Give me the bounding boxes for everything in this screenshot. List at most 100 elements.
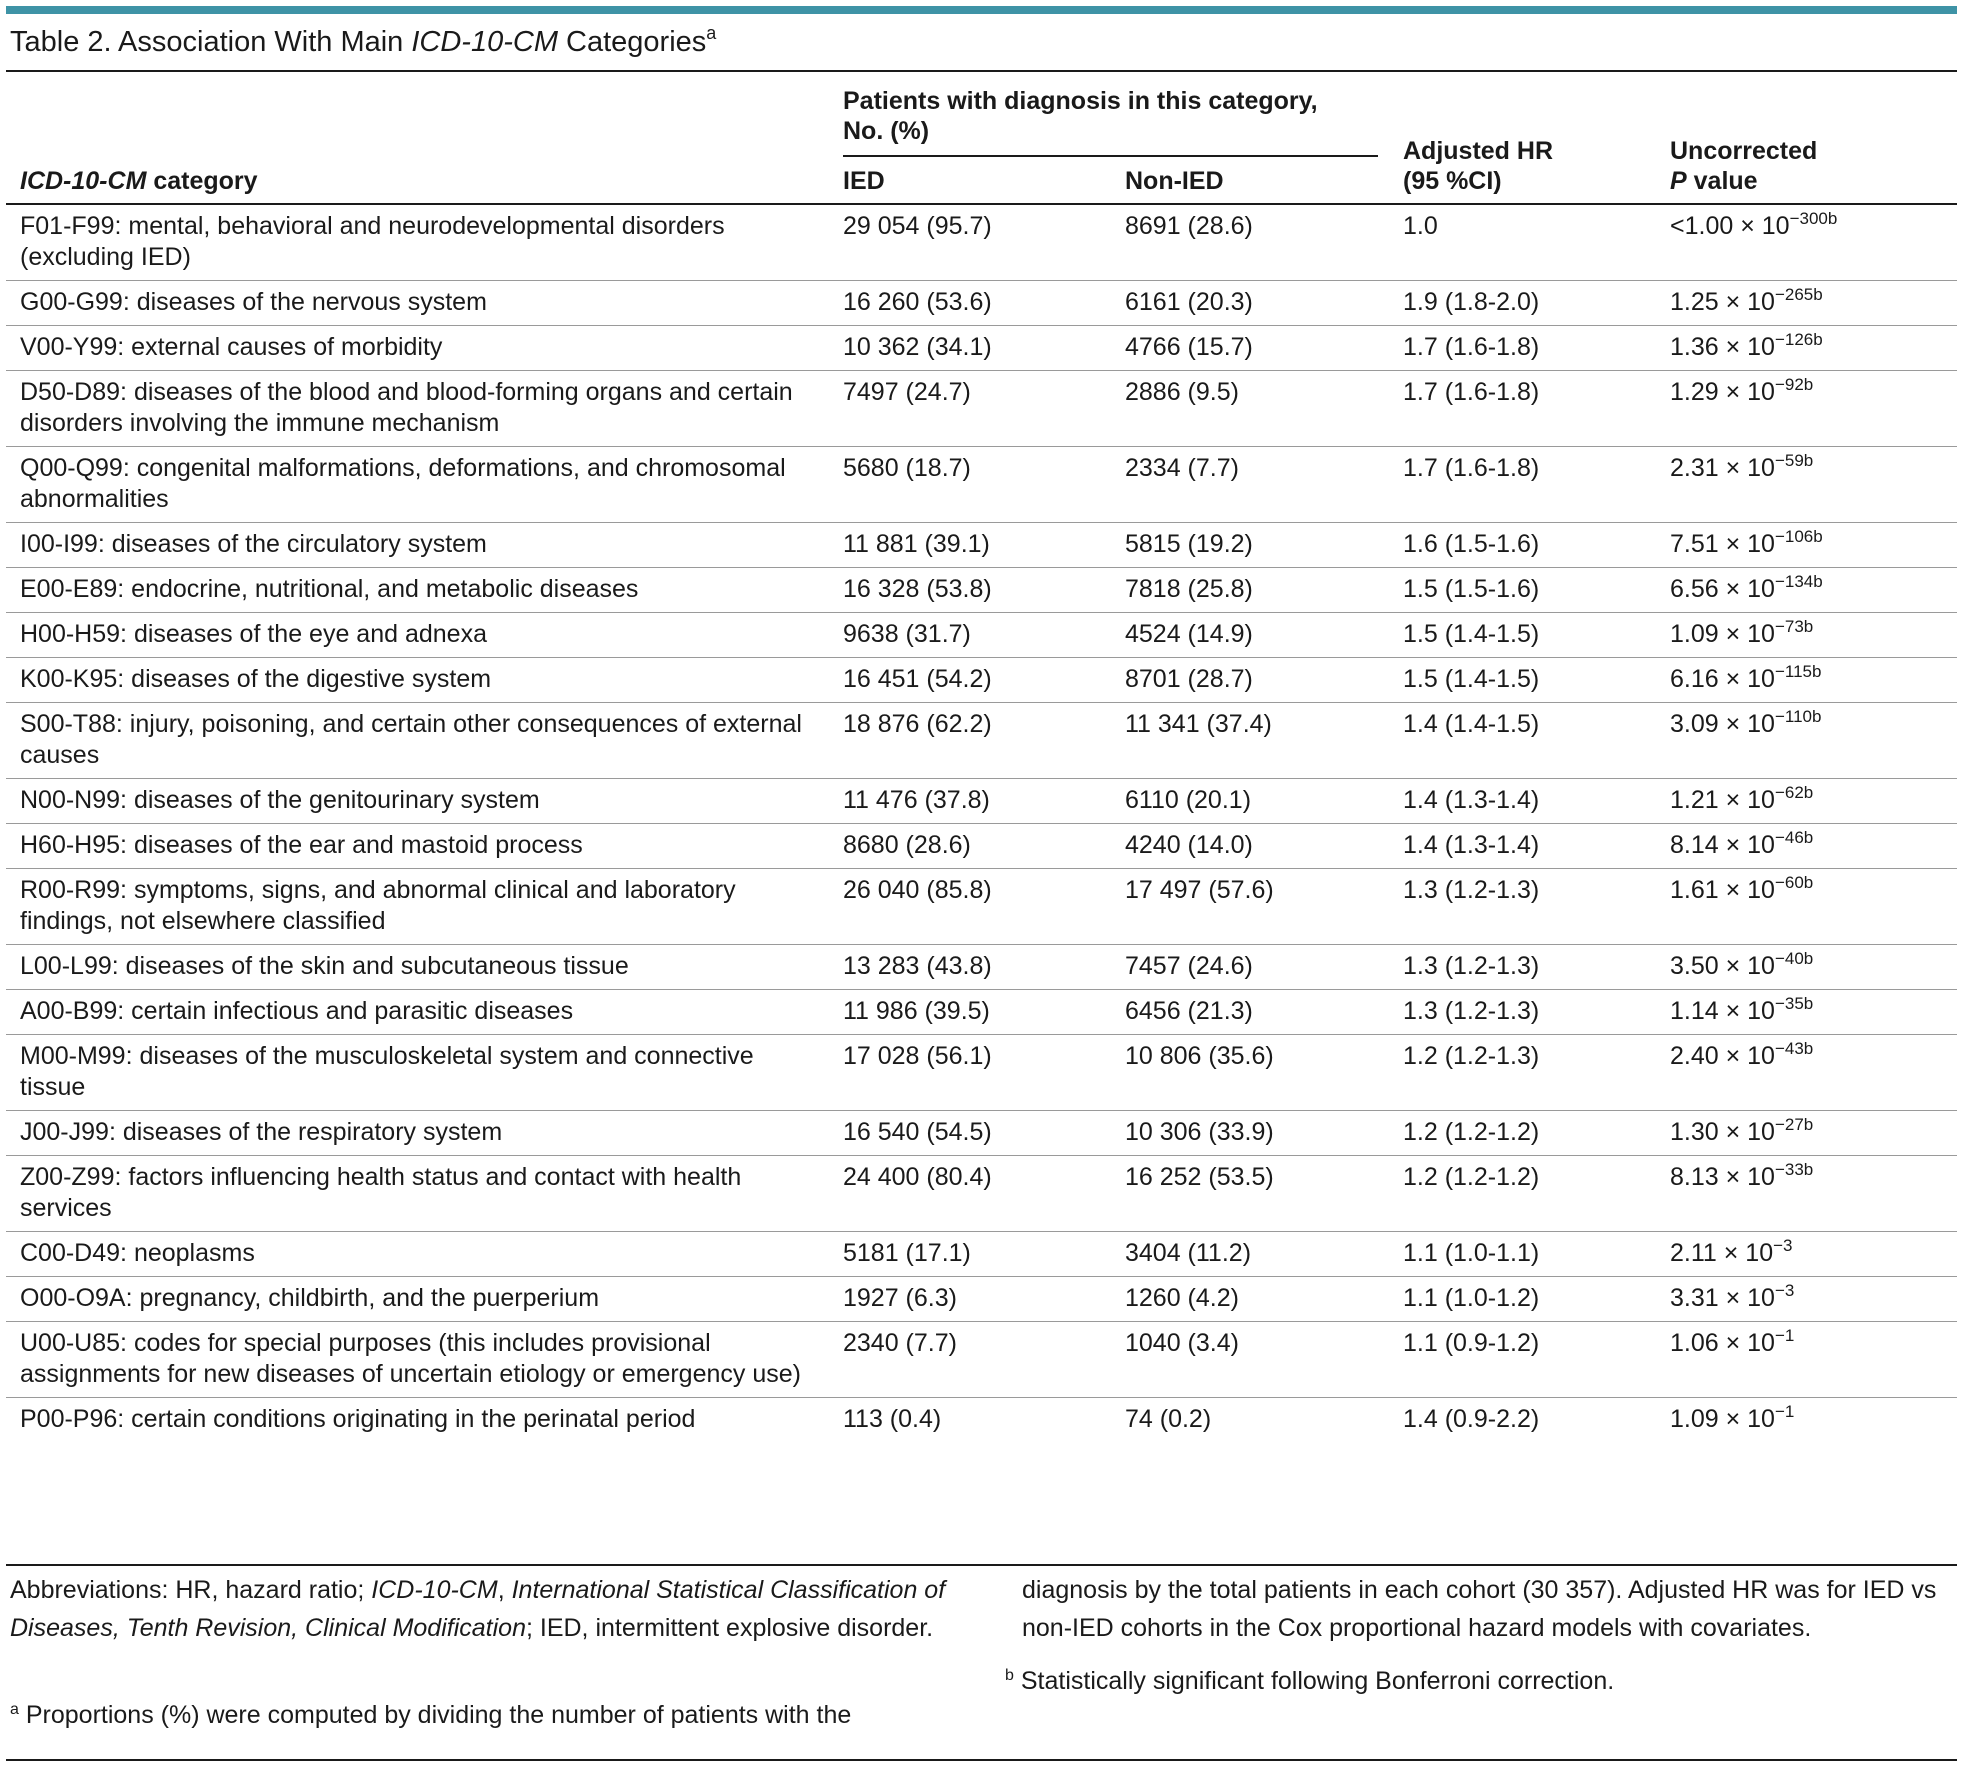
ied-cell: 16 260 (53.6) bbox=[843, 288, 992, 316]
non-ied-cell: 1260 (4.2) bbox=[1125, 1284, 1239, 1312]
table-row: Q00-Q99: congenital malformations, defor… bbox=[6, 447, 1957, 523]
non-ied-cell: 2334 (7.7) bbox=[1125, 454, 1239, 482]
p-value-base: 7.51 × 10 bbox=[1670, 530, 1775, 558]
top-accent-rule bbox=[6, 6, 1957, 14]
non-ied-cell: 5815 (19.2) bbox=[1125, 530, 1253, 558]
table-body: F01-F99: mental, behavioral and neurodev… bbox=[6, 205, 1957, 1442]
hr-cell: 1.7 (1.6-1.8) bbox=[1403, 454, 1540, 482]
table-row: P00-P96: certain conditions originating … bbox=[6, 1398, 1957, 1443]
category-cell: R00-R99: symptoms, signs, and abnormal c… bbox=[20, 876, 736, 935]
p-value-exponent: −134b bbox=[1774, 572, 1823, 591]
category-cell: N00-N99: diseases of the genitourinary s… bbox=[20, 786, 540, 814]
p-header: Uncorrected P value bbox=[1670, 136, 1817, 196]
footnote-rule bbox=[6, 1564, 1957, 1566]
hr-cell: 1.1 (0.9-1.2) bbox=[1403, 1329, 1540, 1357]
ied-cell: 17 028 (56.1) bbox=[843, 1042, 992, 1070]
p-header-line2: P value bbox=[1670, 166, 1817, 196]
p-value-exponent: −92b bbox=[1774, 375, 1814, 394]
abbr-tail: ; IED, intermittent explosive disorder. bbox=[525, 1614, 934, 1642]
p-value-exponent: −115b bbox=[1774, 662, 1822, 681]
category-cell: O00-O9A: pregnancy, childbirth, and the … bbox=[20, 1284, 600, 1312]
table-row: N00-N99: diseases of the genitourinary s… bbox=[6, 779, 1957, 824]
hr-cell: 1.6 (1.5-1.6) bbox=[1403, 530, 1540, 558]
category-cell: S00-T88: injury, poisoning, and certain … bbox=[20, 710, 802, 769]
table-row: J00-J99: diseases of the respiratory sys… bbox=[6, 1111, 1957, 1156]
hr-cell: 1.3 (1.2-1.3) bbox=[1403, 997, 1540, 1025]
table-row: R00-R99: symptoms, signs, and abnormal c… bbox=[6, 869, 1957, 945]
non-ied-cell: 6456 (21.3) bbox=[1125, 997, 1253, 1025]
p-value-cell: 1.36 × 10−126b bbox=[1670, 326, 1957, 371]
non-ied-cell: 7818 (25.8) bbox=[1125, 575, 1253, 603]
p-value-cell: 1.21 × 10−62b bbox=[1670, 779, 1957, 824]
p-value-cell: 3.09 × 10−110b bbox=[1670, 703, 1957, 779]
p-value-cell: 2.40 × 10−43b bbox=[1670, 1035, 1957, 1111]
abbr-comma: , bbox=[497, 1576, 512, 1604]
table-row: O00-O9A: pregnancy, childbirth, and the … bbox=[6, 1277, 1957, 1322]
hr-cell: 1.2 (1.2-1.3) bbox=[1403, 1042, 1540, 1070]
p-value-cell: 1.25 × 10−265b bbox=[1670, 281, 1957, 326]
bottom-rule bbox=[6, 1759, 1957, 1761]
table-row: M00-M99: diseases of the musculoskeletal… bbox=[6, 1035, 1957, 1111]
ied-cell: 9638 (31.7) bbox=[843, 620, 971, 648]
non-ied-cell: 3404 (11.2) bbox=[1125, 1239, 1252, 1267]
ied-cell: 18 876 (62.2) bbox=[843, 710, 992, 738]
non-ied-cell: 7457 (24.6) bbox=[1125, 952, 1253, 980]
p-value-exponent: −265b bbox=[1774, 285, 1823, 304]
hr-cell: 1.4 (1.4-1.5) bbox=[1403, 710, 1540, 738]
p-value-cell: 1.14 × 10−35b bbox=[1670, 990, 1957, 1035]
ied-cell: 24 400 (80.4) bbox=[843, 1163, 992, 1191]
abbr-italic-1: ICD-10-CM bbox=[371, 1576, 498, 1604]
category-cell: I00-I99: diseases of the circulatory sys… bbox=[20, 530, 487, 558]
category-cell: J00-J99: diseases of the respiratory sys… bbox=[20, 1118, 503, 1146]
p-value-base: 1.30 × 10 bbox=[1670, 1118, 1775, 1146]
non-ied-cell: 6110 (20.1) bbox=[1125, 786, 1252, 814]
p-value-base: 8.14 × 10 bbox=[1670, 831, 1775, 859]
p-value-base: 1.06 × 10 bbox=[1670, 1329, 1775, 1357]
p-value-exponent: −110b bbox=[1774, 707, 1822, 726]
p-value-exponent: −300b bbox=[1789, 209, 1838, 228]
category-header-italic: ICD-10-CM bbox=[20, 167, 147, 195]
hr-cell: 1.5 (1.4-1.5) bbox=[1403, 665, 1540, 693]
p-value-exponent: −106b bbox=[1774, 527, 1823, 546]
p-value-cell: 1.61 × 10−60b bbox=[1670, 869, 1957, 945]
p-value-base: 2.40 × 10 bbox=[1670, 1042, 1775, 1070]
p-value-base: 3.31 × 10 bbox=[1670, 1284, 1775, 1312]
table-row: D50-D89: diseases of the blood and blood… bbox=[6, 371, 1957, 447]
p-value-cell: 8.14 × 10−46b bbox=[1670, 824, 1957, 869]
group-header-rule bbox=[843, 155, 1378, 157]
hr-cell: 1.5 (1.5-1.6) bbox=[1403, 575, 1540, 603]
p-value-exponent: −46b bbox=[1774, 828, 1814, 847]
p-value-base: 2.11 × 10 bbox=[1670, 1239, 1774, 1267]
p-header-rest: value bbox=[1686, 167, 1758, 195]
category-cell: H60-H95: diseases of the ear and mastoid… bbox=[20, 831, 583, 859]
non-ied-cell: 11 341 (37.4) bbox=[1125, 710, 1272, 738]
footnote-b: b Statistically significant following Bo… bbox=[1005, 1662, 1955, 1700]
p-value-base: 6.56 × 10 bbox=[1670, 575, 1775, 603]
ied-cell: 1927 (6.3) bbox=[843, 1284, 957, 1312]
ied-cell: 7497 (24.7) bbox=[843, 378, 971, 406]
p-value-cell: 7.51 × 10−106b bbox=[1670, 523, 1957, 568]
table-row: H00-H59: diseases of the eye and adnexa 9… bbox=[6, 613, 1957, 658]
p-value-cell: 6.16 × 10−115b bbox=[1670, 658, 1957, 703]
p-value-exponent: −33b bbox=[1774, 1160, 1814, 1179]
p-value-cell: 1.09 × 10−1 bbox=[1670, 1398, 1957, 1443]
category-cell: U00-U85: codes for special purposes (thi… bbox=[20, 1329, 801, 1388]
hr-header-line1: Adjusted HR bbox=[1403, 137, 1553, 165]
footnote-a-mark: a bbox=[10, 1701, 19, 1718]
category-cell: H00-H59: diseases of the eye and adnexa bbox=[20, 620, 487, 648]
p-value-exponent: −1 bbox=[1774, 1402, 1795, 1421]
ied-cell: 11 476 (37.8) bbox=[843, 786, 990, 814]
p-value-base: 1.36 × 10 bbox=[1670, 333, 1775, 361]
table-row: G00-G99: diseases of the nervous system 1… bbox=[6, 281, 1957, 326]
table-row: V00-Y99: external causes of morbidity 10 … bbox=[6, 326, 1957, 371]
category-cell: Q00-Q99: congenital malformations, defor… bbox=[20, 454, 786, 513]
hr-cell: 1.1 (1.0-1.2) bbox=[1403, 1284, 1540, 1312]
p-value-cell: 3.31 × 10−3 bbox=[1670, 1277, 1957, 1322]
table-row: Z00-Z99: factors influencing health stat… bbox=[6, 1156, 1957, 1232]
group-header-line1: Patients with diagnosis in this category… bbox=[843, 87, 1318, 115]
hr-cell: 1.7 (1.6-1.8) bbox=[1403, 378, 1540, 406]
non-ied-cell: 8701 (28.7) bbox=[1125, 665, 1253, 693]
category-cell: E00-E89: endocrine, nutritional, and met… bbox=[20, 575, 639, 603]
p-value-cell: 1.29 × 10−92b bbox=[1670, 371, 1957, 447]
p-value-cell: 1.06 × 10−1 bbox=[1670, 1322, 1957, 1398]
